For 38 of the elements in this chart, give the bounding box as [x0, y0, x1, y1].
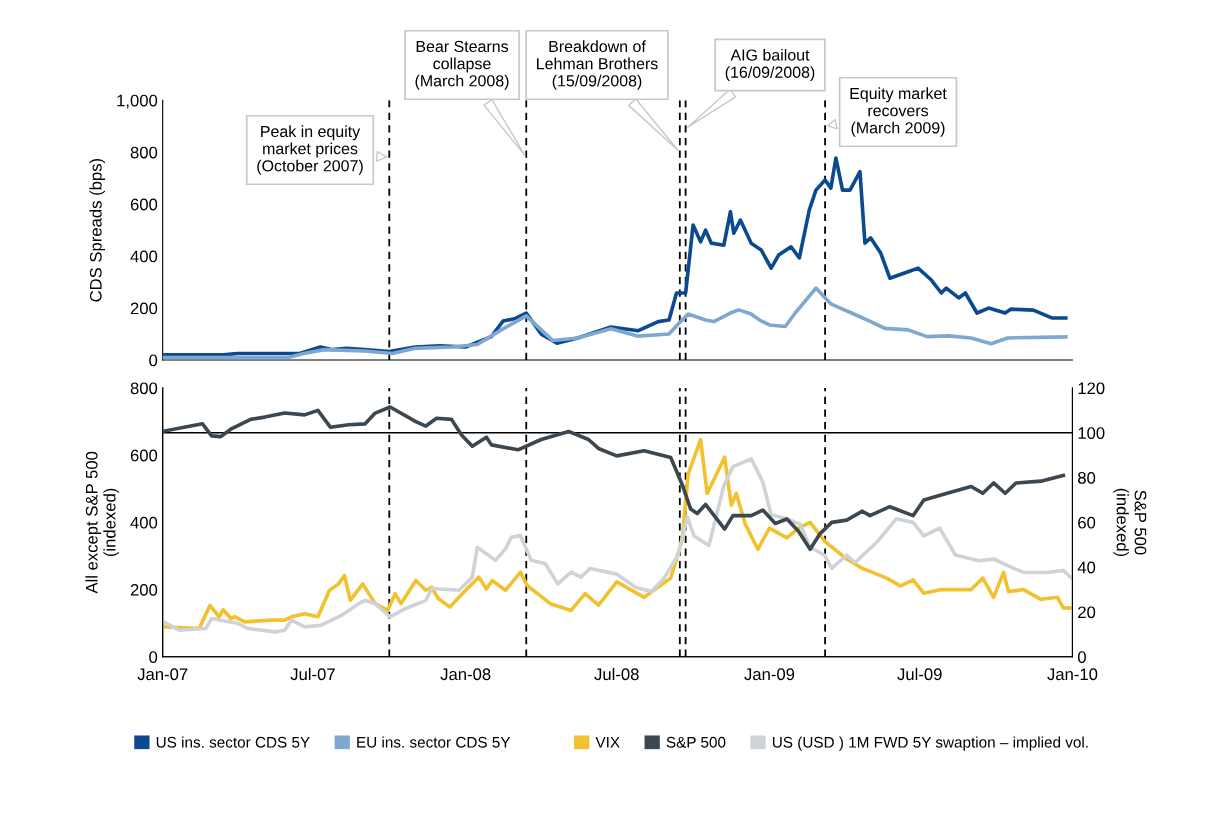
y-tick-label: 0 — [149, 651, 158, 663]
y2-tick-label: 60 — [1078, 516, 1096, 529]
legend-label: EU ins. sector CDS 5Y — [357, 736, 511, 748]
ref-line-label: AIG bailout (16/09/2008) — [725, 48, 815, 82]
y-tick-label: 600 — [130, 449, 158, 462]
y-tick-label: 1,000 — [117, 94, 158, 109]
x-tick-label: Jan-09 — [744, 668, 795, 681]
y-tick-label: 600 — [130, 198, 158, 211]
x-tick-label: Jul-09 — [897, 667, 942, 681]
y-tick-label: 200 — [130, 302, 158, 315]
x-tick-label: Jul-07 — [290, 667, 335, 681]
y2-tick-label: 100 — [1078, 427, 1105, 439]
legend-label: VIX — [595, 737, 620, 748]
legend-label: US ins. sector CDS 5Y — [156, 736, 310, 748]
y-axis-title: All except S&P 500 (indexed) — [85, 451, 119, 594]
y2-tick-label: 40 — [1077, 561, 1096, 574]
x-tick-label: Jan-07 — [137, 668, 188, 681]
y-tick-label: 800 — [130, 146, 158, 159]
y2-tick-label: 120 — [1078, 382, 1105, 395]
y-tick-label: 800 — [130, 382, 158, 395]
ref-line-label: Bear Stearns collapse (March 2008) — [415, 40, 509, 90]
x-tick-label: Jul-08 — [594, 667, 639, 681]
legend-label: US (USD ) 1M FWD 5Y swaption – implied vol. — [772, 736, 1088, 751]
ref-line-label: Breakdown of Lehman Brothers (15/09/2008) — [537, 40, 658, 90]
ref-line-label: Equity market recovers (March 2009) — [850, 87, 947, 137]
x-tick-label: Jan-10 — [1047, 668, 1098, 681]
y2-tick-label: 20 — [1078, 606, 1096, 619]
legend-label: S&P 500 — [666, 736, 726, 748]
y-axis-title: CDS Spreads (bps) — [89, 158, 105, 302]
x-tick-label: Jan-08 — [440, 668, 491, 681]
y-tick-label: 400 — [130, 250, 158, 263]
y2-axis-title: S&P 500 (indexed) — [1113, 488, 1147, 557]
y-tick-label: 400 — [130, 516, 158, 529]
y2-tick-label: 80 — [1078, 471, 1096, 484]
y2-tick-label: 0 — [1077, 651, 1086, 663]
ref-line-label: Peak in equity market prices (October 2007) — [257, 125, 363, 175]
y-tick-label: 200 — [130, 583, 158, 596]
y-tick-label: 0 — [149, 354, 158, 367]
